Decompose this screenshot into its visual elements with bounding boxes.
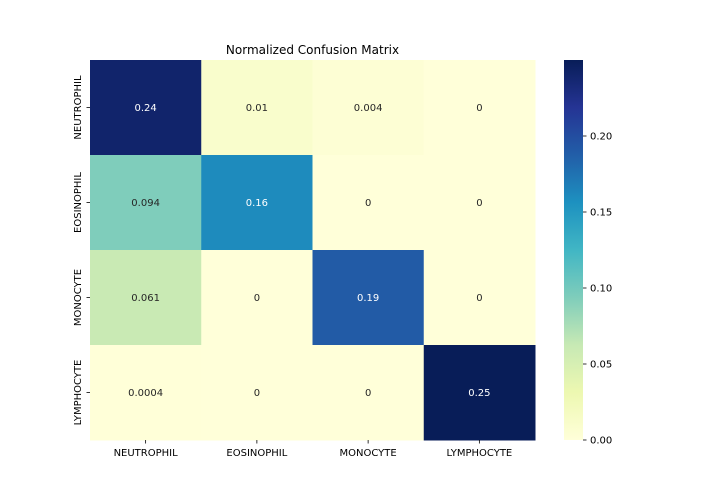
heatmap-cell [90,60,202,156]
y-tick-label: NEUTROPHIL [73,75,84,140]
colorbar-tick-label: 0.05 [590,360,612,371]
cell-value-label: 0 [476,198,482,209]
cell-value-label: 0 [365,198,371,209]
x-tick-label: MONOCYTE [340,448,397,459]
colorbar-tick-label: 0.15 [590,208,612,219]
cell-value-label: 0.094 [131,198,160,209]
chart-title: Normalized Confusion Matrix [226,43,399,57]
colorbar-tick-label: 0.20 [590,132,612,143]
heatmap-cell [201,250,313,346]
cell-value-label: 0 [476,103,482,114]
cell-value-label: 0.16 [246,198,268,209]
y-tick-label: MONOCYTE [73,269,84,326]
heatmap-cell [201,60,313,156]
colorbar-tick-label: 0.00 [590,436,612,447]
cell-value-label: 0.25 [468,388,490,399]
x-tick-label: LYMPHOCYTE [447,448,513,459]
heatmap-grid: 0.24 0.01 0.004 0 0.094 0.16 0 0 0.061 0 0.19 0 0.00… [90,60,536,441]
heatmap-cell [423,60,536,156]
cell-value-label: 0.0004 [128,388,163,399]
y-axis-ticks: NEUTROPHIL EOSINOPHIL MONOCYTE LYMPHOCYTE [73,75,90,425]
cell-value-label: 0.061 [131,293,160,304]
heatmap-cell [312,60,425,156]
cell-value-label: 0.24 [134,103,156,114]
heatmap-cell [312,155,425,251]
cell-value-label: 0 [254,293,260,304]
heatmap-cell [201,155,313,251]
cell-value-label: 0 [254,388,260,399]
colorbar-tick-label: 0.10 [590,284,612,295]
x-tick-label: NEUTROPHIL [114,448,179,459]
x-tick-label: EOSINOPHIL [226,448,287,459]
y-tick-label: LYMPHOCYTE [73,360,84,426]
heatmap-cell [90,250,202,346]
heatmap-cell [423,250,536,346]
colorbar-gradient [564,60,583,440]
cell-value-label: 0.01 [246,103,268,114]
colorbar: 0.00 0.05 0.10 0.15 0.20 [564,60,612,447]
heatmap-cell [312,345,425,441]
cell-value-label: 0.004 [354,103,383,114]
cell-value-label: 0.19 [357,293,379,304]
heatmap-cell [312,250,425,346]
heatmap-cell [423,345,536,441]
cell-value-label: 0 [365,388,371,399]
cell-value-label: 0 [476,293,482,304]
y-tick-label: EOSINOPHIL [73,172,84,233]
x-axis-ticks: NEUTROPHIL EOSINOPHIL MONOCYTE LYMPHOCYTE [114,440,513,459]
heatmap-cell [90,155,202,251]
heatmap-cell [201,345,313,441]
heatmap-cell [90,345,202,441]
heatmap-cell [423,155,536,251]
